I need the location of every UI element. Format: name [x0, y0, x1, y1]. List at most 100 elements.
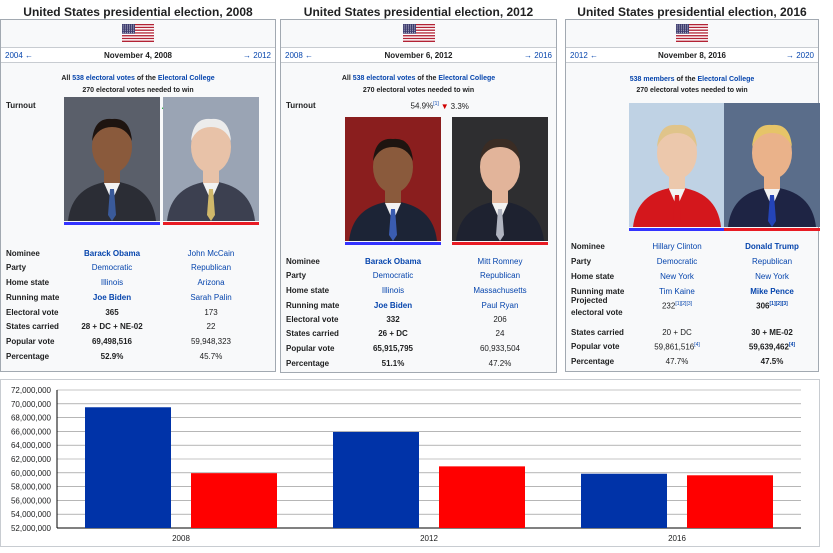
- cand2-value: Mitt Romney: [477, 257, 523, 266]
- cand2-home-state[interactable]: Arizona: [163, 278, 259, 287]
- y-tick-label: 56,000,000: [11, 496, 52, 505]
- note-prefix: All: [61, 75, 73, 82]
- bar-2012-republican: [439, 466, 525, 528]
- row-label-home-state: Home state: [286, 286, 330, 295]
- row-label-nominee: Nominee: [286, 257, 320, 266]
- cand2-percentage: 47.5%: [724, 357, 820, 366]
- election-infobox: November 6, 2012 2008 ← → 2016 All 538 elec…: [280, 19, 557, 373]
- popular-vote-ref[interactable]: [4]: [694, 342, 700, 348]
- cand2-nominee[interactable]: Mitt Romney: [452, 257, 548, 266]
- cand2-nominee[interactable]: Donald Trump: [724, 242, 820, 251]
- cand1-value: 20 + DC: [662, 328, 692, 337]
- cand2-electoral-vote: 206: [452, 315, 548, 324]
- cand2-party[interactable]: Republican: [163, 263, 259, 272]
- note-middle: of the: [415, 75, 439, 82]
- decrease-arrow-icon: ▼: [440, 101, 449, 111]
- votes-needed-note: 270 electoral votes needed to win: [362, 87, 475, 94]
- cand2-value: New York: [755, 272, 789, 281]
- y-tick-label: 68,000,000: [11, 414, 52, 423]
- cand2-running-mate[interactable]: Mike Pence: [724, 287, 820, 296]
- cand2-states-carried: 22: [163, 322, 259, 331]
- x-tick-label: 2016: [668, 534, 686, 543]
- note-middle: of the: [674, 76, 698, 83]
- cand2-party[interactable]: Republican: [724, 257, 820, 266]
- cand2-value: 24: [495, 329, 505, 338]
- cand2-value: Republican: [751, 257, 793, 266]
- electoral-votes-link[interactable]: 538 electoral votes: [72, 75, 135, 82]
- previous-election-link[interactable]: 2012 ←: [570, 51, 599, 60]
- bar-2016-democratic: [581, 473, 667, 528]
- cand2-popular-vote: 59,639,462[4]: [724, 342, 820, 352]
- election-date: November 6, 2012: [384, 51, 453, 60]
- cand2-home-state[interactable]: Massachusetts: [452, 286, 548, 295]
- electoral-vote-ref[interactable]: [1][2][3]: [769, 301, 788, 307]
- cand1-home-state[interactable]: New York: [629, 272, 725, 281]
- cand1-popular-vote: 59,861,516[4]: [629, 342, 725, 352]
- cand1-nominee[interactable]: Barack Obama: [64, 249, 160, 258]
- row-label-popular-vote: Popular vote: [286, 344, 335, 353]
- turnout-label: Turnout: [286, 101, 316, 110]
- previous-election-link[interactable]: 2008 ←: [285, 51, 314, 60]
- trump-portrait: [724, 103, 820, 227]
- cand1-states-carried: 26 + DC: [345, 329, 441, 338]
- row-label-projected-electoral-vote: Projected electoral vote: [571, 296, 623, 317]
- row-label-home-state: Home state: [571, 272, 615, 281]
- cand1-popular-vote: 65,915,795: [345, 344, 441, 353]
- cand2-home-state[interactable]: New York: [724, 272, 820, 281]
- cand1-percentage: 47.7%: [629, 357, 725, 366]
- electoral-votes-link[interactable]: 538 members: [629, 76, 675, 83]
- row-label-running-mate: Running mate: [571, 287, 625, 296]
- electoral-college-link[interactable]: Electoral College: [438, 75, 496, 82]
- panel-title: United States presidential election, 201…: [303, 5, 534, 19]
- electoral-votes-link[interactable]: 538 electoral votes: [352, 75, 416, 82]
- cand1-nominee[interactable]: Hillary Clinton: [629, 242, 725, 251]
- row-label-states-carried: States carried: [6, 322, 59, 331]
- cand1-nominee[interactable]: Barack Obama: [345, 257, 441, 266]
- democratic-party-bar: [629, 228, 725, 231]
- electoral-college-link[interactable]: Electoral College: [157, 75, 215, 82]
- cand1-value: 232: [661, 301, 676, 311]
- y-tick-label: 52,000,000: [11, 524, 52, 533]
- turnout-row: Turnout 54.9%[1] ▼ 3.3%: [286, 101, 551, 113]
- cand1-value: 26 + DC: [378, 329, 408, 338]
- cand1-home-state[interactable]: Illinois: [64, 278, 160, 287]
- electoral-vote-ref[interactable]: [1][2][3]: [675, 301, 693, 307]
- cand2-value: 47.2%: [488, 359, 512, 368]
- cand1-percentage: 52.9%: [64, 352, 160, 361]
- cand2-running-mate[interactable]: Sarah Palin: [163, 293, 259, 302]
- cand1-value: Democratic: [91, 263, 133, 272]
- next-election-link[interactable]: → 2016: [523, 51, 552, 60]
- row-label-party: Party: [6, 263, 27, 272]
- cand2-popular-vote: 60,933,504: [452, 344, 548, 353]
- democratic-party-bar: [345, 242, 441, 245]
- row-label-party: Party: [286, 271, 307, 280]
- next-election-link[interactable]: → 2012: [242, 51, 271, 60]
- cand1-value: Democratic: [656, 257, 698, 266]
- cand1-running-mate[interactable]: Joe Biden: [64, 293, 160, 302]
- election-navigation: November 8, 2016 2012 ← → 2020: [566, 47, 818, 63]
- votes-needed-note: 270 electoral votes needed to win: [82, 87, 194, 94]
- cand1-home-state[interactable]: Illinois: [345, 286, 441, 295]
- previous-election-link[interactable]: 2004 ←: [5, 51, 34, 60]
- cand1-party[interactable]: Democratic: [629, 257, 725, 266]
- cand1-running-mate[interactable]: Tim Kaine: [629, 287, 725, 296]
- turnout-ref[interactable]: [1]: [433, 101, 439, 107]
- popular-vote-ref[interactable]: [4]: [788, 342, 796, 348]
- bar-2008-democratic: [85, 407, 171, 528]
- row-label-party: Party: [571, 257, 592, 266]
- row-label-popular-vote: Popular vote: [6, 337, 55, 346]
- cand1-running-mate[interactable]: Joe Biden: [345, 301, 441, 310]
- cand2-party[interactable]: Republican: [452, 271, 548, 280]
- cand2-running-mate[interactable]: Paul Ryan: [452, 301, 548, 310]
- cand2-nominee[interactable]: John McCain: [163, 249, 259, 258]
- cand1-value: Illinois: [381, 286, 405, 295]
- clinton-portrait: [629, 103, 725, 227]
- cand2-popular-vote: 59,948,323: [163, 337, 259, 346]
- next-election-link[interactable]: → 2020: [785, 51, 814, 60]
- us-flag-icon: [402, 24, 435, 42]
- cand1-party[interactable]: Democratic: [345, 271, 441, 280]
- electoral-college-link[interactable]: Electoral College: [697, 76, 755, 83]
- cand1-party[interactable]: Democratic: [64, 263, 160, 272]
- row-label-percentage: Percentage: [6, 352, 50, 361]
- y-tick-label: 66,000,000: [11, 427, 52, 436]
